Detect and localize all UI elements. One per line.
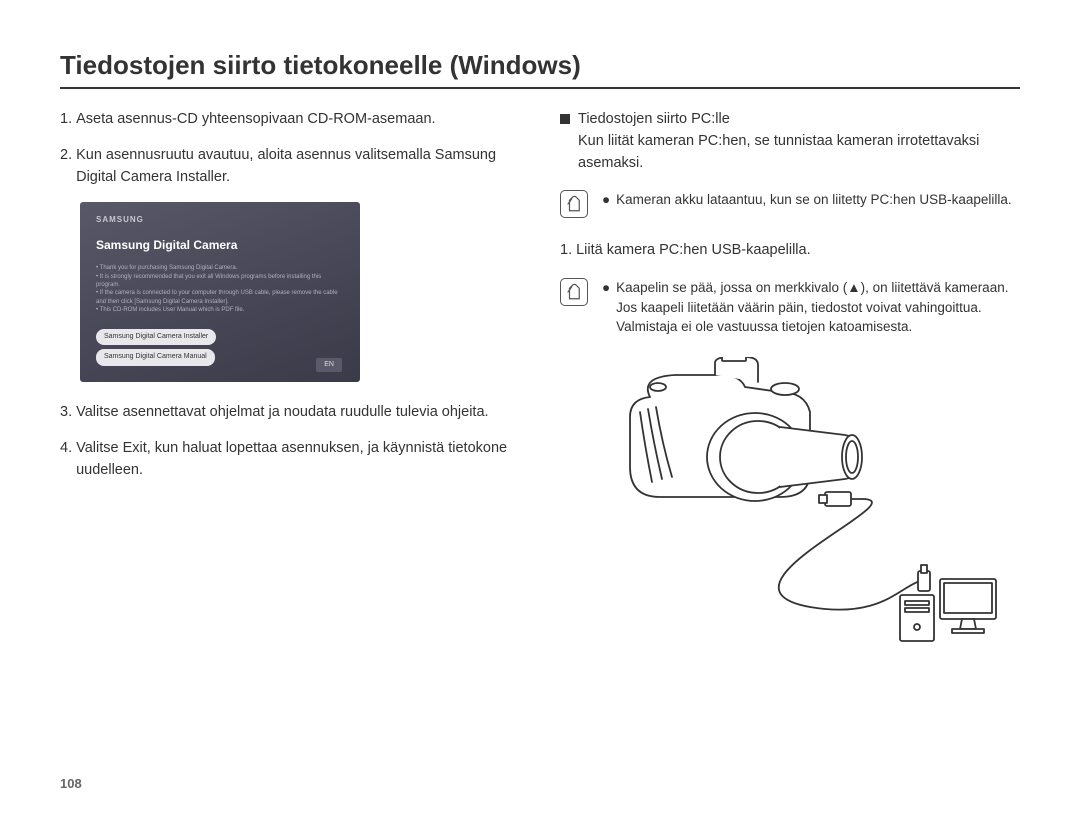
installer-screenshot: SAMSUNG Samsung Digital Camera • Thank y… (80, 202, 360, 382)
usb-cable-icon (779, 499, 920, 610)
pc-tower-icon (900, 595, 934, 641)
step-number: 3. (60, 402, 72, 424)
step-2: 2. Kun asennusruutu avautuu, aloita asen… (60, 145, 520, 189)
step-number: 4. (60, 438, 72, 482)
screenshot-body: • Thank you for purchasing Samsung Digit… (96, 264, 344, 314)
step-text: Valitse Exit, kun haluat lopettaa asennu… (76, 438, 520, 482)
section-text: Tiedostojen siirto PC:lle Kun liität kam… (578, 109, 1020, 174)
note-icon (560, 278, 588, 306)
note-content: Kameran akku lataantuu, kun se on liitet… (616, 190, 1011, 210)
step-text: Kun asennusruutu avautuu, aloita asennus… (76, 145, 520, 189)
step-1: 1. Aseta asennus-CD yhteensopivaan CD-RO… (60, 109, 520, 131)
step-text: Valitse asennettavat ohjelmat ja noudata… (76, 402, 488, 424)
screenshot-logo: SAMSUNG (96, 214, 344, 226)
page-title: Tiedostojen siirto tietokoneelle (Window… (60, 50, 1020, 89)
section-title: Tiedostojen siirto PC:lle (578, 111, 730, 127)
bullet-icon: ● (602, 190, 610, 210)
note-1: ● Kameran akku lataantuu, kun se on liit… (560, 190, 1020, 218)
usb-plug-camera-icon (819, 492, 862, 506)
step-text: Aseta asennus-CD yhteensopivaan CD-ROM-a… (76, 109, 435, 131)
note-2: ● Kaapelin se pää, jossa on merkkivalo (… (560, 278, 1020, 337)
square-bullet-icon (560, 114, 570, 124)
camera-illustration (580, 357, 1000, 655)
step-3: 3. Valitse asennettavat ohjelmat ja noud… (60, 402, 520, 424)
screenshot-button-installer: Samsung Digital Camera Installer (96, 329, 216, 346)
content-columns: 1. Aseta asennus-CD yhteensopivaan CD-RO… (60, 109, 1020, 654)
note-text: ● Kaapelin se pää, jossa on merkkivalo (… (602, 278, 1020, 337)
page-number: 108 (60, 776, 82, 791)
right-column: Tiedostojen siirto PC:lle Kun liität kam… (560, 109, 1020, 654)
screenshot-title: Samsung Digital Camera (96, 236, 344, 254)
bullet-icon: ● (602, 278, 610, 337)
usb-plug-pc-icon (918, 565, 930, 591)
step-number: 1. (60, 109, 72, 131)
note-content: Kaapelin se pää, jossa on merkkivalo (▲)… (616, 278, 1020, 337)
left-column: 1. Aseta asennus-CD yhteensopivaan CD-RO… (60, 109, 520, 654)
step-number: 2. (60, 145, 72, 189)
screenshot-button-manual: Samsung Digital Camera Manual (96, 349, 215, 366)
section-header: Tiedostojen siirto PC:lle Kun liität kam… (560, 109, 1020, 174)
camera-icon (630, 357, 862, 501)
step-text: Liitä kamera PC:hen USB-kaapelilla. (576, 240, 811, 262)
note-text: ● Kameran akku lataantuu, kun se on liit… (602, 190, 1012, 210)
note-icon (560, 190, 588, 218)
right-step-1: 1. Liitä kamera PC:hen USB-kaapelilla. (560, 240, 1020, 262)
step-4: 4. Valitse Exit, kun haluat lopettaa ase… (60, 438, 520, 482)
screenshot-lang: EN (316, 358, 342, 373)
monitor-icon (940, 579, 996, 633)
step-number: 1. (560, 240, 572, 262)
section-body: Kun liität kameran PC:hen, se tunnistaa … (578, 133, 979, 171)
